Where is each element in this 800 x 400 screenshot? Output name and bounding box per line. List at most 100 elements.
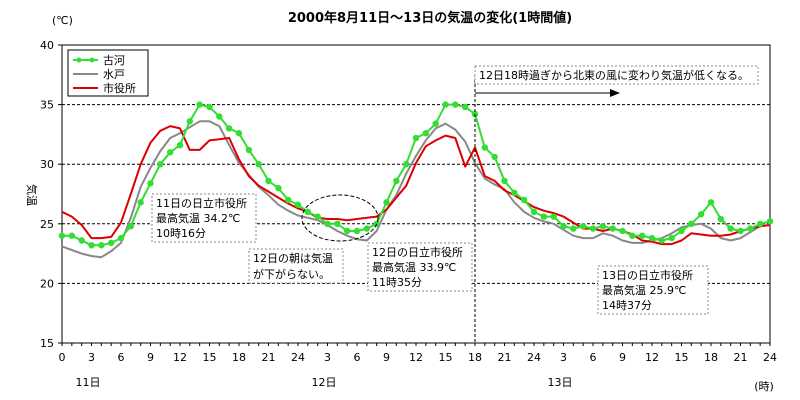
data-point (304, 208, 312, 216)
annotation-text-a11: 11日の日立市役所 (156, 196, 247, 210)
data-point (530, 208, 538, 216)
data-point (717, 215, 725, 223)
annotation-text-a13: 13日の日立市役所 (602, 268, 693, 282)
data-point (511, 189, 518, 197)
data-point (176, 141, 184, 149)
annotation-box-amorning (248, 248, 344, 284)
x-tick-label: 18 (232, 351, 246, 364)
y-tick-label: 15 (40, 337, 54, 350)
data-point (107, 239, 115, 247)
data-point (343, 227, 351, 235)
y-unit-label: (℃) (52, 14, 73, 27)
data-point (609, 225, 616, 232)
annotation-text-a11: 最高気温 34.2℃ (156, 211, 240, 225)
data-point (619, 227, 626, 235)
wind-shift-arrowhead (610, 89, 620, 97)
legend-entry-0: 古河 (103, 54, 125, 67)
data-point (412, 134, 420, 142)
data-point (442, 101, 449, 108)
annotation-text-a13: 最高気温 25.9℃ (602, 283, 686, 297)
x-tick-label: 12 (409, 351, 423, 364)
data-point (196, 101, 203, 108)
data-point (481, 144, 489, 151)
y-tick-label: 20 (40, 277, 54, 290)
data-point (658, 237, 666, 244)
x-tick-label: 15 (675, 351, 689, 364)
day-label: 11日 (76, 376, 101, 389)
annotation-text-a11: 10時16分 (156, 227, 206, 240)
data-point (88, 242, 95, 249)
day-label: 13日 (548, 376, 573, 389)
data-point (117, 234, 125, 242)
x-tick-label: 15 (439, 351, 453, 364)
x-tick-label: 3 (324, 351, 331, 364)
data-point (68, 232, 76, 239)
x-tick-label: 12 (173, 351, 187, 364)
data-point (245, 146, 253, 154)
legend-entry-2: 市役所 (103, 81, 136, 95)
data-point (235, 130, 243, 137)
x-tick-label: 6 (590, 351, 597, 364)
data-point (550, 213, 557, 220)
x-tick-label: 24 (763, 351, 777, 364)
x-tick-label: 9 (383, 351, 390, 364)
data-point (265, 177, 272, 185)
data-point (648, 234, 656, 242)
data-point (766, 218, 774, 225)
data-point (393, 177, 400, 185)
data-point (668, 234, 675, 242)
data-point (284, 196, 292, 204)
data-point (432, 120, 439, 127)
data-point (255, 161, 262, 168)
data-point (137, 199, 144, 206)
annotation-text-amorning: が下がらない。 (253, 267, 330, 281)
data-point (638, 232, 646, 239)
data-point (579, 222, 587, 230)
data-point (747, 225, 754, 232)
data-point (599, 222, 607, 230)
legend-entry-1: 水戸 (103, 68, 125, 81)
x-tick-label: 6 (118, 351, 125, 364)
data-point (147, 180, 154, 187)
day-label: 12日 (312, 376, 337, 389)
data-point (225, 125, 233, 132)
data-point (452, 101, 459, 108)
data-point (334, 220, 341, 227)
x-tick-label: 24 (527, 351, 541, 364)
data-point (688, 220, 695, 227)
y-tick-label: 40 (40, 39, 54, 52)
series-line-2 (61, 125, 771, 246)
data-point (383, 199, 390, 206)
legend-marker (76, 57, 82, 63)
data-point (727, 225, 734, 232)
data-point (294, 201, 302, 208)
data-point (216, 113, 223, 120)
data-point (570, 225, 577, 232)
data-point (402, 161, 410, 168)
annotation-box-awind (474, 65, 759, 85)
annotation-text-amorning: 12日の朝は気温 (253, 251, 333, 265)
data-point (629, 232, 636, 239)
data-point (314, 213, 321, 220)
data-point (678, 227, 685, 235)
x-tick-label: 21 (734, 351, 748, 364)
x-tick-label: 21 (262, 351, 276, 364)
legend-marker (89, 57, 95, 63)
data-point (324, 220, 331, 227)
data-point (461, 103, 469, 111)
y-axis-label: 気温 (25, 184, 39, 206)
x-unit-label: (時) (754, 380, 774, 393)
data-point (363, 225, 371, 232)
x-tick-label: 18 (704, 351, 718, 364)
data-point (589, 225, 597, 232)
annotation-text-a12: 最高気温 33.9℃ (372, 260, 456, 274)
data-point (501, 177, 508, 185)
data-point (157, 161, 164, 168)
data-point (697, 211, 705, 218)
y-tick-label: 25 (40, 218, 54, 231)
annotation-text-a12: 11時35分 (372, 276, 422, 289)
data-point (520, 196, 528, 204)
data-point (422, 130, 430, 137)
x-tick-label: 18 (468, 351, 482, 364)
